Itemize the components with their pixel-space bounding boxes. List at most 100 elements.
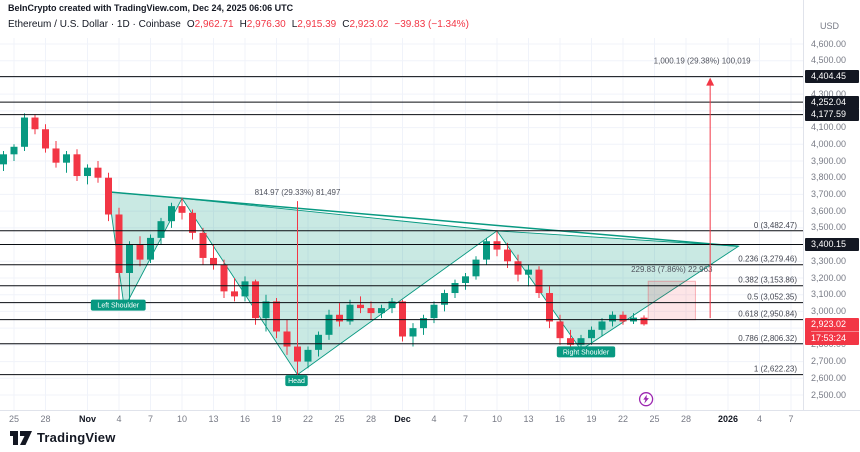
- candle: [42, 129, 49, 149]
- price-axis-label: 3,700.00: [811, 188, 847, 199]
- price-axis-label: 3,800.00: [811, 172, 847, 183]
- candle: [483, 241, 490, 260]
- currency-label: USD: [820, 21, 840, 31]
- time-axis-label: 10: [491, 414, 503, 424]
- candle: [189, 212, 196, 233]
- bottom-bar: TradingView: [0, 427, 860, 452]
- candle: [430, 304, 438, 319]
- pattern-label-badge[interactable]: [556, 346, 616, 358]
- symbol-info-bar[interactable]: Ethereum / U.S. Dollar · 1D · Coinbase O2…: [8, 19, 469, 30]
- neckline: [108, 191, 739, 247]
- price-axis-label: 4,300.00: [811, 88, 847, 99]
- candle: [31, 117, 39, 130]
- time-axis-label: 4: [431, 414, 437, 424]
- candle: [94, 167, 102, 178]
- candle: [231, 291, 238, 297]
- time-axis-label: 28: [680, 414, 692, 424]
- candle: [157, 221, 165, 238]
- time-axis-label: 7: [462, 414, 469, 424]
- candle: [115, 214, 123, 273]
- ohlc-low: L2,915.39: [291, 19, 337, 30]
- candle: [147, 237, 154, 260]
- candle: [378, 308, 385, 314]
- time-axis[interactable]: 25 28 Nov 4 7 10 13 16 19 22 25 28 Dec 4 7 10 13 16 19 22 25…: [0, 410, 860, 428]
- candle: [514, 261, 522, 275]
- price-axis[interactable]: 4,600.00 4,500.00 4,300.00 4,100.00 4,000.00…: [803, 0, 860, 410]
- price-change: −39.83 (−1.34%): [394, 19, 469, 30]
- candle: [346, 304, 354, 322]
- fib-level-label: 0.5 (3,052.35): [747, 293, 797, 302]
- time-axis-label: 4: [756, 414, 763, 424]
- candle: [409, 328, 417, 337]
- candle: [105, 177, 112, 215]
- price-axis-label: 3,500.00: [811, 222, 847, 233]
- candle: [220, 264, 228, 292]
- price-axis-label: 3,100.00: [811, 289, 847, 300]
- symbol-title[interactable]: Ethereum / U.S. Dollar · 1D · Coinbase: [8, 19, 181, 30]
- price-axis-label: 3,900.00: [811, 155, 847, 166]
- tradingview-logo-text: TradingView: [37, 430, 116, 445]
- time-axis-label: 10: [176, 414, 188, 424]
- time-axis-label: 22: [617, 414, 629, 424]
- candle: [325, 314, 333, 335]
- candle: [0, 154, 7, 165]
- candle: [535, 269, 543, 294]
- candle: [52, 148, 60, 163]
- pullback-zone-box: [647, 280, 696, 321]
- price-axis-label: 4,100.00: [811, 122, 847, 133]
- tradingview-logo[interactable]: TradingView: [10, 430, 116, 445]
- candle: [357, 304, 364, 309]
- time-axis-label: 13: [208, 414, 219, 424]
- candle: [241, 281, 249, 297]
- candle: [210, 257, 217, 265]
- time-axis-label: 7: [147, 414, 154, 424]
- fib-level-label: 0.382 (3,153.86): [738, 276, 797, 285]
- price-axis-label: 4,000.00: [811, 138, 847, 149]
- price-axis-label: 3,600.00: [811, 205, 847, 216]
- last-price-badge: 2,923.02 17:53:24: [805, 317, 859, 345]
- sticker-lightning-icon: [643, 394, 649, 404]
- candle: [168, 206, 175, 222]
- candle: [252, 281, 259, 319]
- bar-countdown: 17:53:24: [811, 330, 859, 344]
- time-axis-label: 2026: [717, 414, 739, 424]
- pattern-label-badge[interactable]: [90, 299, 146, 311]
- candle: [336, 314, 343, 322]
- candle: [556, 321, 564, 339]
- price-level-badge: 4,252.04: [805, 95, 859, 109]
- pattern-fill: [496, 230, 740, 351]
- price-axis-label: 2,600.00: [811, 372, 847, 383]
- price-axis-label: 3,200.00: [811, 272, 847, 283]
- candle: [10, 146, 18, 155]
- price-level-badge: 4,177.59: [805, 108, 859, 122]
- price-axis-label: 4,500.00: [811, 55, 847, 66]
- price-level-badge: 4,404.45: [805, 70, 859, 84]
- time-axis-label: 16: [239, 414, 251, 424]
- candle: [420, 318, 427, 329]
- candle: [619, 314, 627, 322]
- time-axis-label: 4: [116, 414, 122, 424]
- price-level-badge: 3,400.15: [805, 238, 859, 252]
- price-axis-label: 3,300.00: [811, 255, 847, 266]
- candle: [525, 269, 532, 275]
- target-projection-label: 1,000.19 (29.38%) 100,019: [654, 57, 752, 66]
- time-axis-label: 28: [40, 414, 51, 424]
- time-axis-label: Nov: [78, 414, 97, 424]
- time-axis-label: 25: [334, 414, 345, 424]
- candle: [262, 301, 270, 319]
- fib-level-label: 0.786 (2,806.32): [738, 334, 797, 343]
- price-axis-label: 2,500.00: [811, 389, 847, 400]
- time-axis-label: 19: [586, 414, 597, 424]
- price-axis-label: 2,700.00: [811, 356, 847, 367]
- fib-level-label: 0.618 (2,950.84): [738, 310, 797, 319]
- ohlc-open: O2,962.71: [186, 19, 234, 30]
- pattern-label-badge[interactable]: [285, 375, 308, 387]
- candle: [178, 206, 186, 213]
- candle: [567, 338, 574, 345]
- candle: [367, 308, 375, 314]
- candle: [472, 259, 480, 277]
- ohlc-close: C2,923.02: [342, 19, 389, 30]
- candle: [493, 241, 501, 250]
- time-axis-label: 19: [271, 414, 282, 424]
